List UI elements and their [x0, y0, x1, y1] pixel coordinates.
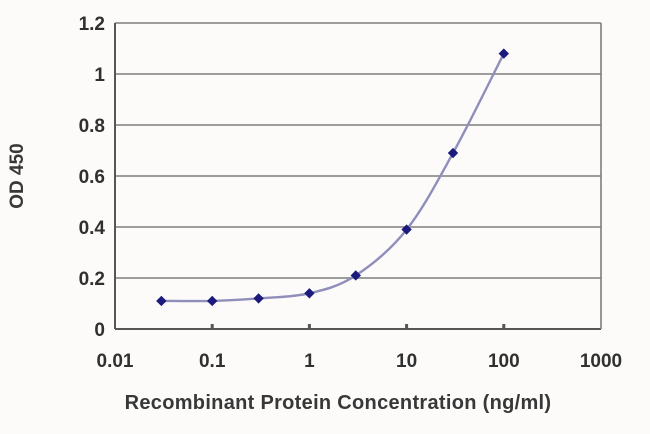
y-axis-title: OD 450: [7, 143, 28, 209]
y-tick-label: 1.2: [79, 14, 105, 35]
y-tick-label: 0: [94, 320, 105, 341]
series-curve: [161, 53, 505, 303]
x-tick-label: 0.01: [97, 351, 134, 372]
x-tick-label: 100: [488, 351, 520, 372]
x-axis-title: Recombinant Protein Concentration (ng/ml…: [124, 392, 552, 414]
data-point-marker: [401, 224, 412, 235]
x-tick-label: 10: [396, 351, 417, 372]
data-point-marker: [156, 295, 167, 307]
y-tick-label: 1: [94, 65, 105, 86]
data-point-marker: [350, 270, 361, 281]
data-point-marker: [304, 288, 315, 299]
y-tick-label: 0.6: [79, 167, 105, 188]
y-tick-label: 0.2: [79, 269, 105, 290]
data-point-marker: [498, 48, 509, 59]
x-tick-label: 0.1: [199, 351, 226, 372]
x-tick-label: 1000: [580, 351, 622, 372]
data-point-marker: [207, 295, 218, 307]
y-tick-label: 0.8: [79, 116, 105, 137]
data-point-marker: [447, 147, 459, 159]
y-tick-label: 0.4: [79, 218, 106, 239]
data-point-marker: [253, 293, 264, 304]
x-tick-label: 1: [304, 351, 315, 372]
